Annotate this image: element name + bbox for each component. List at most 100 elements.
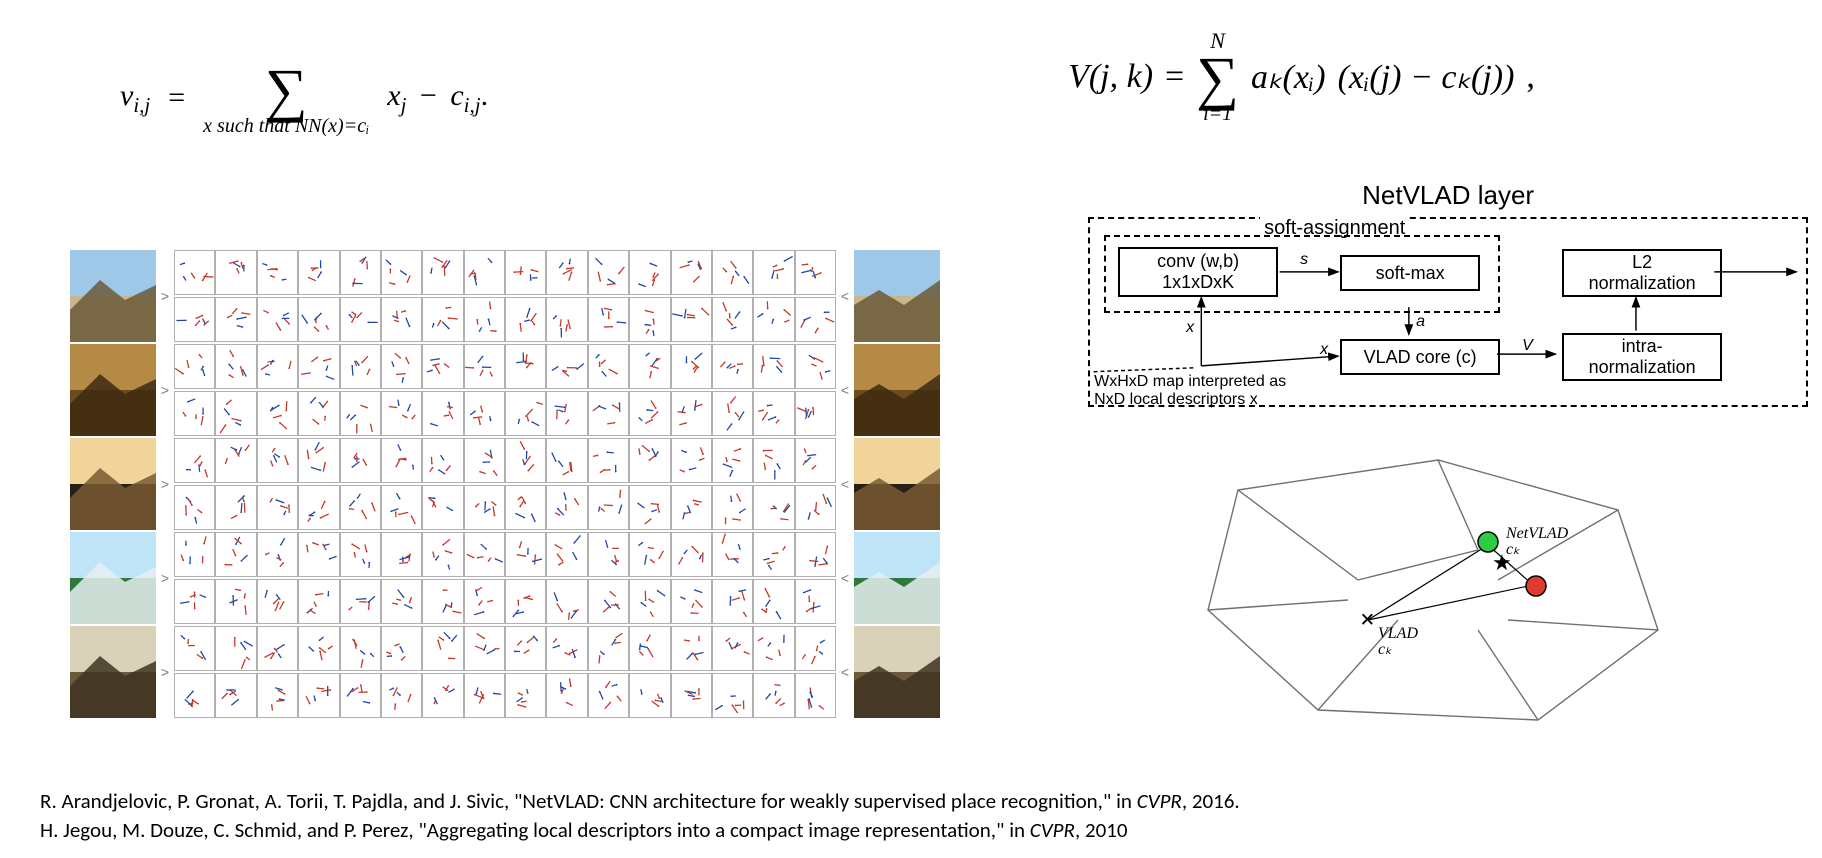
vlad-vector-row bbox=[174, 438, 836, 483]
vlad-cell bbox=[795, 626, 836, 671]
vlad-cell bbox=[464, 673, 505, 718]
vlad-cell bbox=[712, 626, 753, 671]
vlad-cell bbox=[257, 438, 298, 483]
vlad-cell bbox=[381, 579, 422, 624]
eq2-lhs: V(j, k) bbox=[1068, 58, 1153, 96]
vlad-cell bbox=[546, 626, 587, 671]
vlad-cell bbox=[174, 485, 215, 530]
vlad-cell bbox=[257, 391, 298, 436]
caret-icon: > bbox=[160, 570, 170, 586]
eq-rhs-cij: c bbox=[450, 79, 463, 112]
vlad-vector-row bbox=[174, 297, 836, 342]
vlad-cell bbox=[588, 626, 629, 671]
vlad-cell bbox=[464, 626, 505, 671]
vlad-cell bbox=[298, 626, 339, 671]
vlad-cell bbox=[795, 250, 836, 295]
vlad-cell bbox=[422, 626, 463, 671]
citations-block: R. Arandjelovic, P. Gronat, A. Torii, T.… bbox=[40, 787, 1240, 844]
vlad-cell bbox=[298, 673, 339, 718]
vlad-cell bbox=[629, 673, 670, 718]
vlad-cell bbox=[629, 391, 670, 436]
thumbnail-left bbox=[70, 344, 156, 436]
vlad-cell bbox=[298, 438, 339, 483]
vlad-cell bbox=[588, 532, 629, 577]
vlad-cell bbox=[422, 438, 463, 483]
vlad-cell bbox=[588, 250, 629, 295]
caret-icon: > bbox=[160, 476, 170, 492]
eq2-comma: , bbox=[1526, 58, 1535, 96]
vlad-cell bbox=[340, 391, 381, 436]
vlad-cell bbox=[174, 673, 215, 718]
vlad-cell bbox=[340, 579, 381, 624]
vlad-cell bbox=[505, 344, 546, 389]
vlad-cell bbox=[546, 438, 587, 483]
vlad-cell bbox=[381, 344, 422, 389]
sigma-symbol: ∑ bbox=[265, 60, 308, 120]
vlad-vector-row bbox=[174, 250, 836, 295]
vlad-cell bbox=[381, 391, 422, 436]
vlad-cell bbox=[629, 344, 670, 389]
block-softmax: soft-max bbox=[1340, 255, 1480, 291]
vlad-descriptor-figure: ><><><><>< bbox=[70, 250, 940, 718]
vlad-cell bbox=[712, 673, 753, 718]
vlad-cell bbox=[671, 485, 712, 530]
vlad-cell bbox=[215, 344, 256, 389]
vlad-vector-row bbox=[174, 485, 836, 530]
caret-icon: > bbox=[160, 664, 170, 680]
caret-icon: > bbox=[160, 382, 170, 398]
vlad-cell bbox=[381, 297, 422, 342]
label-a: a bbox=[1416, 313, 1425, 331]
citation-1: R. Arandjelovic, P. Gronat, A. Torii, T.… bbox=[40, 787, 1240, 815]
vlad-cell bbox=[588, 673, 629, 718]
vlad-cell bbox=[546, 297, 587, 342]
vlad-cell bbox=[546, 532, 587, 577]
vlad-cell bbox=[174, 579, 215, 624]
vlad-cell bbox=[257, 673, 298, 718]
vlad-cell bbox=[671, 297, 712, 342]
vlad-cell bbox=[422, 673, 463, 718]
vlad-cell bbox=[505, 532, 546, 577]
block-conv: conv (w,b) 1x1xDxK bbox=[1118, 247, 1278, 297]
vlad-cell bbox=[464, 532, 505, 577]
vlad-cell bbox=[464, 438, 505, 483]
svg-text:cₖ: cₖ bbox=[1506, 541, 1520, 558]
vlad-cell bbox=[753, 297, 794, 342]
vlad-cell bbox=[795, 297, 836, 342]
vlad-cell bbox=[174, 344, 215, 389]
thumbnail-right bbox=[854, 344, 940, 436]
vlad-cell bbox=[298, 579, 339, 624]
vlad-cell bbox=[588, 391, 629, 436]
vlad-cell bbox=[712, 438, 753, 483]
vlad-cell bbox=[712, 344, 753, 389]
block-intra-norm: intra- normalization bbox=[1562, 333, 1722, 381]
vlad-cell bbox=[753, 673, 794, 718]
vlad-cell bbox=[340, 626, 381, 671]
vlad-cell bbox=[215, 579, 256, 624]
vlad-vector-row bbox=[174, 391, 836, 436]
vlad-cell bbox=[257, 626, 298, 671]
vlad-cell bbox=[671, 438, 712, 483]
eq-lhs-sub: i,j bbox=[133, 93, 150, 117]
vlad-cell bbox=[753, 391, 794, 436]
eq2-term1: aₖ(xᵢ) bbox=[1251, 57, 1326, 97]
vlad-cell bbox=[174, 250, 215, 295]
vlad-cell bbox=[629, 532, 670, 577]
vlad-cell bbox=[505, 250, 546, 295]
label-s: s bbox=[1300, 251, 1308, 269]
vlad-cell bbox=[505, 579, 546, 624]
vlad-cell bbox=[753, 485, 794, 530]
vlad-cell bbox=[381, 438, 422, 483]
vlad-cell bbox=[795, 344, 836, 389]
eq2-eq: = bbox=[1165, 58, 1184, 96]
vlad-cell bbox=[546, 579, 587, 624]
vlad-cell bbox=[546, 673, 587, 718]
vlad-cell bbox=[464, 297, 505, 342]
vlad-cell bbox=[629, 626, 670, 671]
equation-vlad-original: vi,j = ∑ x such that NN(x)=cᵢ xj − ci,j. bbox=[120, 60, 488, 136]
vlad-cell bbox=[215, 250, 256, 295]
vlad-cell bbox=[712, 485, 753, 530]
netvlad-layer-diagram: NetVLAD layer soft-assignment conv (w,b)… bbox=[1088, 180, 1808, 407]
vlad-cell bbox=[215, 297, 256, 342]
vlad-cell bbox=[753, 579, 794, 624]
vlad-vector-row bbox=[174, 344, 836, 389]
